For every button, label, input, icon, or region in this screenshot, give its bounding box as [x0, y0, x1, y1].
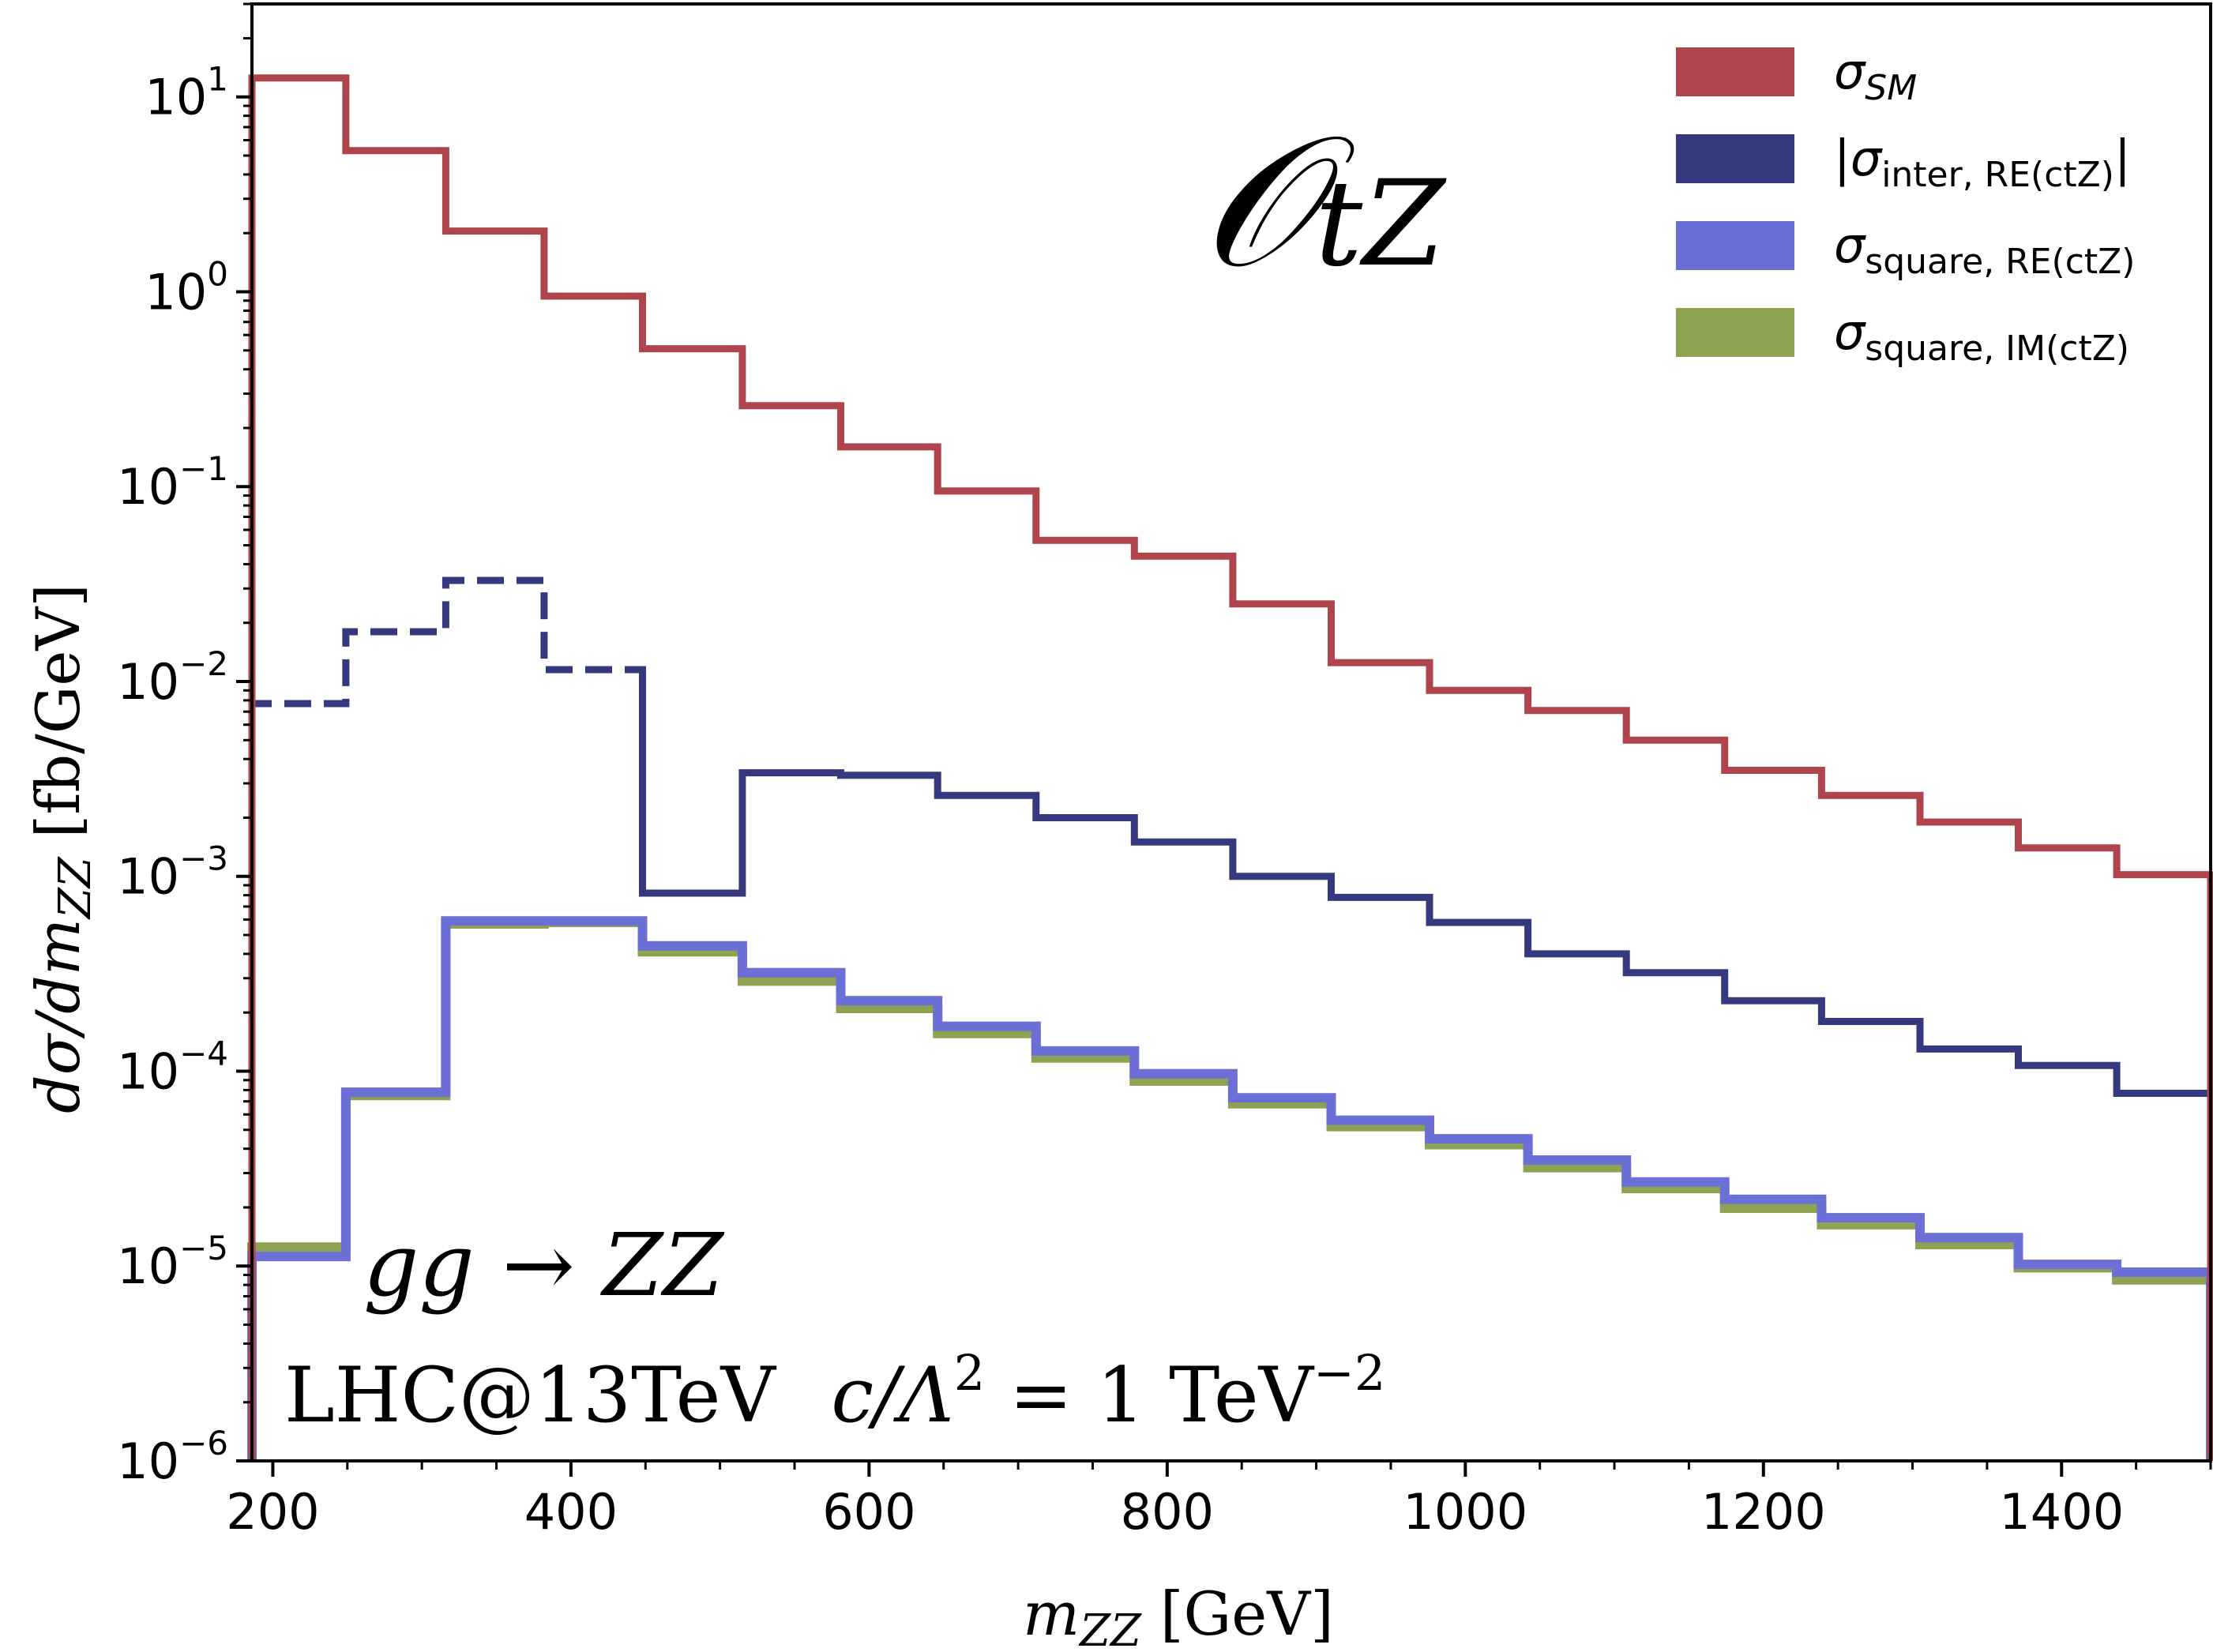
coupling-prefix: c/Λ: [831, 1351, 953, 1440]
legend-symbol: σ: [1834, 303, 1866, 361]
legend-swatch-0: [1676, 47, 1794, 96]
coupling-equals: = 1 TeV: [985, 1351, 1314, 1440]
y-tick-exponent: −1: [179, 449, 228, 488]
legend-label-0: σSM: [1834, 43, 1917, 108]
x-axis-label-unit: [GeV]: [1160, 1579, 1334, 1649]
legend-symbol: |σ: [1834, 130, 1883, 188]
y-tick-base: 10: [117, 458, 179, 516]
series-0-line: [248, 74, 2213, 1461]
x-tick-label: 600: [822, 1483, 915, 1541]
coupling-square: 2: [954, 1344, 985, 1402]
y-tick-label: 10−4: [117, 1034, 228, 1100]
y-tick-exponent: −6: [179, 1424, 228, 1462]
y-tick-base: 10: [145, 69, 207, 126]
x-tick-label: 400: [524, 1483, 618, 1541]
y-tick-exponent: −5: [179, 1229, 228, 1267]
collider-annotation: LHC@13TeV c/Λ2 = 1 TeV−2: [284, 1344, 1385, 1440]
operator-subscript: tZ: [1315, 156, 1447, 293]
legend-swatch-2: [1676, 221, 1794, 270]
plot-frame: [250, 2, 2212, 1462]
x-tick-label: 1200: [1701, 1483, 1826, 1541]
x-tick-label: 1000: [1403, 1483, 1527, 1541]
x-axis-label: mZZ [GeV]: [1023, 1579, 1334, 1652]
y-tick-exponent: 0: [207, 254, 228, 293]
y-tick-label: 10−1: [117, 449, 228, 516]
legend-subscript: SM: [1865, 68, 1917, 108]
y-tick-base: 10: [117, 1237, 179, 1295]
coupling-exponent: −2: [1313, 1344, 1385, 1402]
x-tick-label: 200: [226, 1483, 319, 1541]
legend-label-3: σsquare, IM(ctZ): [1834, 303, 2129, 369]
legend-subscript: inter, RE(ctZ): [1881, 155, 2114, 195]
collider-label: LHC@13TeV: [284, 1351, 776, 1440]
series-layer: [247, 74, 2213, 1461]
y-tick-base: 10: [117, 1432, 179, 1490]
process-annotation: gg → ZZ: [363, 1215, 724, 1316]
series-1-dashed: [248, 576, 646, 1461]
y-tick-base: 10: [145, 263, 207, 321]
legend-swatch-3: [1676, 308, 1794, 357]
legend-label-2: σsquare, RE(ctZ): [1834, 216, 2135, 282]
y-tick-exponent: −3: [179, 839, 228, 878]
tick-layer: 200 400 600 800 1000 1200 140010110010−110−210…: [117, 2, 2212, 1541]
operator-label: 𝒪tZ: [1200, 97, 1447, 308]
y-tick-label: 10−6: [117, 1424, 228, 1490]
y-tick-base: 10: [117, 653, 179, 711]
y-axis-label-sub: ZZ: [50, 856, 101, 920]
series-0: [248, 74, 2213, 1461]
y-tick-base: 10: [117, 848, 179, 906]
y-axis-label-unit: [fb/GeV]: [23, 584, 93, 838]
legend-subscript: square, IM(ctZ): [1865, 329, 2129, 369]
legend-symbol: σ: [1834, 43, 1866, 100]
y-axis-label-var: dσ/dm: [23, 918, 93, 1113]
y-tick-label: 100: [145, 254, 228, 321]
y-tick-label: 10−5: [117, 1229, 228, 1295]
y-axis-label: dσ/dmZZ [fb/GeV]: [23, 584, 101, 1113]
y-tick-label: 10−2: [117, 644, 228, 711]
x-axis-label-var: m: [1023, 1579, 1080, 1649]
y-tick-exponent: −4: [179, 1034, 228, 1072]
y-tick-label: 10−3: [117, 839, 228, 906]
legend-swatch-1: [1676, 134, 1794, 183]
series-2: [247, 916, 2213, 1461]
series-1-solid: [639, 670, 2213, 1461]
series-2-line: [247, 916, 2213, 1461]
x-tick-label: 1400: [1999, 1483, 2124, 1541]
y-tick-exponent: 1: [207, 60, 228, 99]
y-tick-base: 10: [117, 1042, 179, 1100]
legend-symbol: σ: [1834, 216, 1866, 274]
y-tick-exponent: −2: [179, 644, 228, 683]
y-tick-label: 101: [145, 60, 228, 126]
legend-suffix: |: [2114, 130, 2131, 188]
x-tick-label: 800: [1121, 1483, 1214, 1541]
legend: σSM|σinter, RE(ctZ)|σsquare, RE(ctZ)σsqu…: [1676, 43, 2135, 369]
x-axis-label-sub: ZZ: [1078, 1605, 1142, 1652]
legend-label-1: |σinter, RE(ctZ)|: [1834, 130, 2131, 195]
series-1: [248, 576, 2213, 1461]
legend-subscript: square, RE(ctZ): [1865, 242, 2135, 282]
